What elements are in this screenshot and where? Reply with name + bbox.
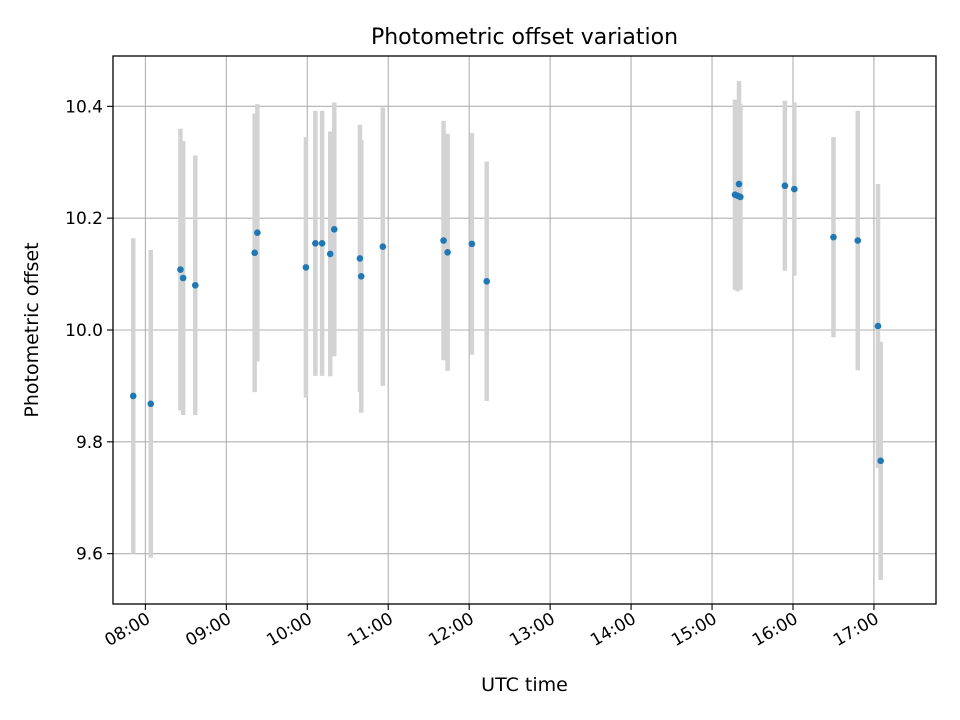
y-axis: 9.6 9.8 10.0 10.2 10.4 [65,97,113,565]
data-point [735,180,743,188]
data-point [791,185,798,193]
y-tick-label: 10.4 [65,97,103,117]
x-tick-label: 08:00 [101,609,153,651]
data-point [357,273,365,280]
data-point [302,264,310,271]
data-point [330,226,338,233]
data-point [379,243,387,250]
data-point [440,237,447,244]
point-layer [129,180,884,465]
chart-title: Photometric offset variation [371,25,678,50]
x-tick-label: 09:00 [182,609,234,651]
data-point [326,250,334,258]
data-point [468,240,476,248]
x-tick-label: 11:00 [344,609,396,651]
data-point [483,278,491,285]
data-point [251,249,258,257]
data-point [129,392,137,400]
errorbar-layer [130,81,883,580]
x-tick-label: 13:00 [506,609,558,651]
data-point [781,182,789,190]
y-tick-label: 9.8 [76,433,103,453]
data-point [830,233,837,241]
data-point [318,240,326,247]
data-point [444,248,451,256]
y-tick-label: 9.6 [76,545,103,565]
x-tick-label: 14:00 [587,609,639,651]
x-axis: 08:00 09:00 10:00 11:00 12:00 13:00 14:00 15:00… [101,604,882,651]
data-point [874,322,882,330]
data-point [254,229,261,237]
x-tick-label: 10:00 [263,609,315,651]
x-tick-label: 17:00 [830,609,882,651]
x-tick-label: 16:00 [749,609,801,651]
data-point [179,274,187,282]
data-point [737,193,744,201]
data-point [312,240,319,247]
x-axis-label: UTC time [481,674,568,696]
data-point [177,266,184,273]
data-point [356,255,364,262]
data-point [877,457,884,465]
y-tick-label: 10.0 [65,321,103,341]
data-point [147,400,155,408]
x-tick-label: 15:00 [668,609,720,651]
data-point [854,237,862,244]
y-axis-label: Photometric offset [21,242,43,417]
grid-layer [113,56,936,604]
y-tick-label: 10.2 [65,209,103,229]
data-point [192,281,199,289]
x-tick-label: 12:00 [425,609,477,651]
